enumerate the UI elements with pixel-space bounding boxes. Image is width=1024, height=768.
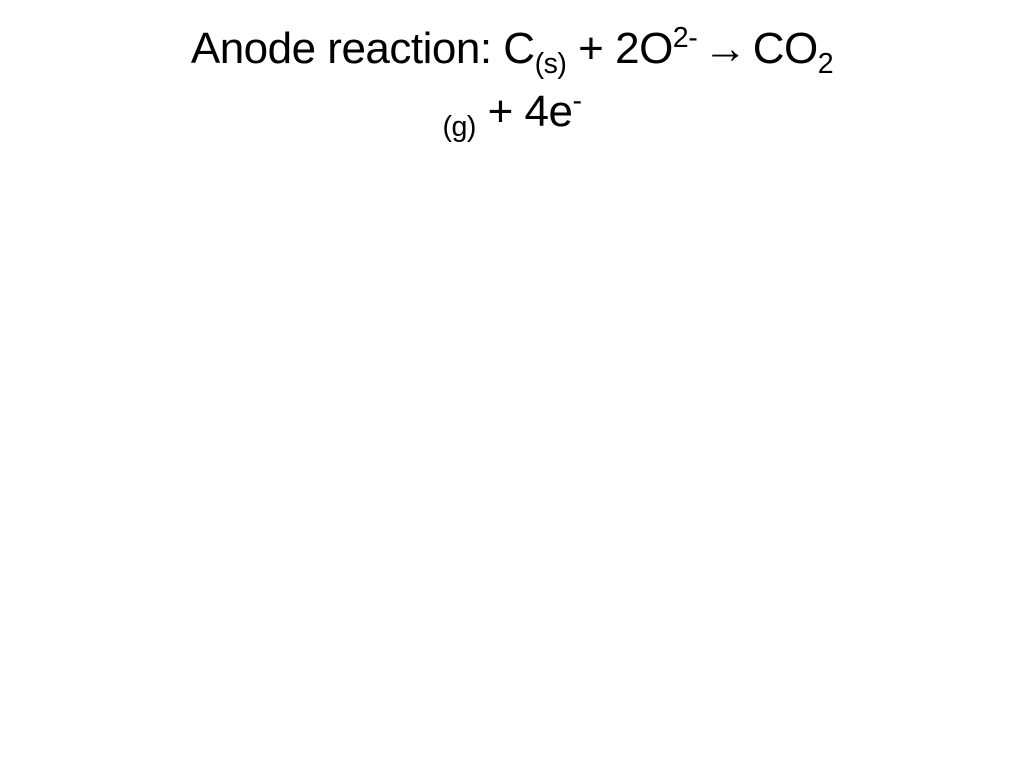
reactant2-element: O <box>639 24 673 73</box>
product1-state: (g) <box>442 111 475 143</box>
product1-subscript: 2 <box>818 48 833 80</box>
plus-2: + <box>476 87 525 136</box>
reactant2-charge: 2- <box>673 22 697 54</box>
equation-line-1: Anode reaction: C(s) + 2O2-→CO2 <box>0 20 1024 83</box>
reactant2-coefficient: 2 <box>615 24 639 73</box>
product2-coefficient: 4 <box>525 87 549 136</box>
equation-line-2: (g) + 4e- <box>0 83 1024 146</box>
product2-element: e <box>549 87 573 136</box>
reaction-label: Anode reaction: <box>191 24 503 73</box>
reactant1-element: C <box>503 24 534 73</box>
reaction-arrow-icon: → <box>703 20 747 77</box>
equation-title: Anode reaction: C(s) + 2O2-→CO2 (g) + 4e… <box>0 20 1024 146</box>
reactant1-state: (s) <box>535 48 567 80</box>
slide-container: Anode reaction: C(s) + 2O2-→CO2 (g) + 4e… <box>0 0 1024 768</box>
product1-element: CO <box>753 24 818 73</box>
plus-1: + <box>566 24 615 73</box>
product2-charge: - <box>573 85 582 117</box>
